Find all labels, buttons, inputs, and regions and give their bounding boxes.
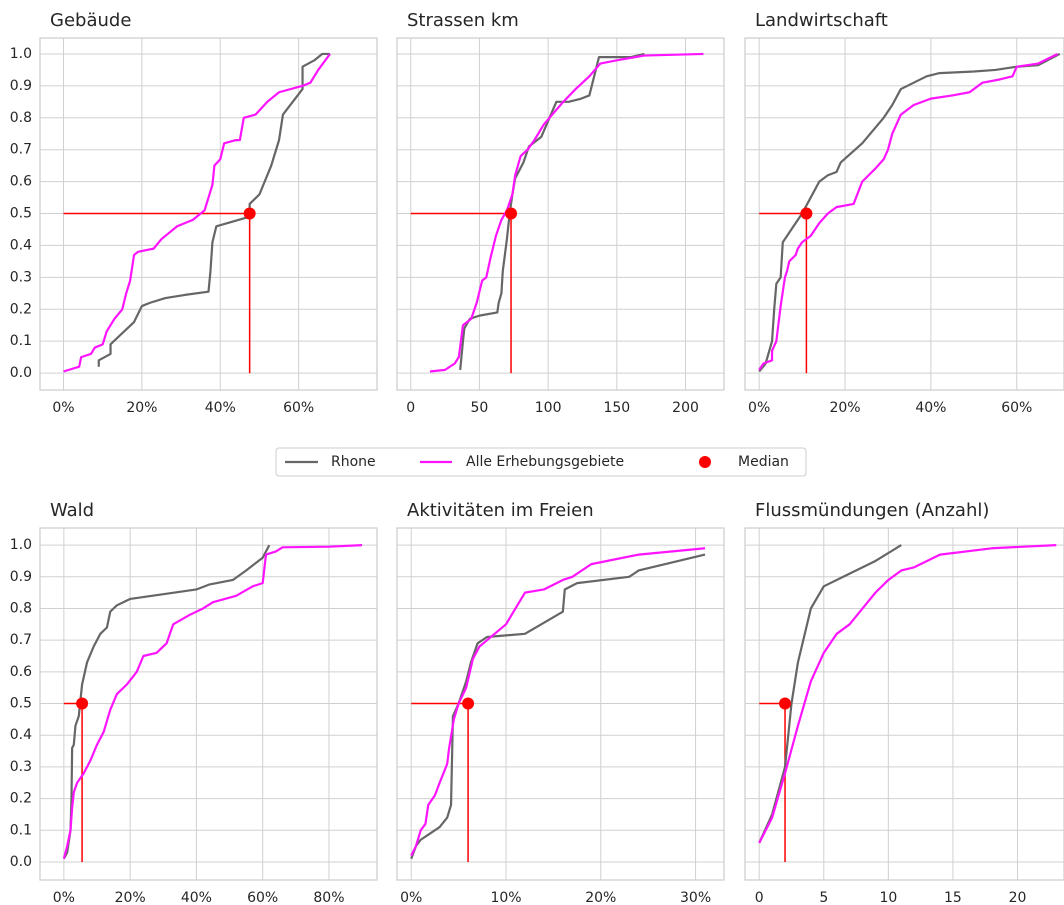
y-tick-label: 0.9 [10,78,32,94]
median-point [779,697,792,710]
plot-frame [744,527,1064,881]
plot-area [410,547,706,862]
y-tick-label: 1.0 [10,537,32,553]
legend-box [275,447,807,477]
plot-area [63,52,331,374]
plot-frame [39,527,378,881]
y-tick-label: 0.6 [10,664,32,680]
median-point [76,697,89,710]
plot-area [410,52,704,374]
x-tick-label: 20% [829,400,860,416]
median-point [505,207,518,220]
ecdf-line [429,52,704,373]
y-tick-label: 0.7 [10,632,32,648]
x-tick-label: 40% [205,400,236,416]
y-tick-label: 0.3 [10,759,32,775]
y-tick-label: 0.8 [10,600,32,616]
median-point [462,697,475,710]
ecdf-line [758,52,1059,371]
plot-frame [396,527,725,881]
x-tick-label: 0% [52,400,74,416]
plot-area [758,544,1057,862]
legend-label: Alle Erhebungsgebiete [466,454,624,470]
x-tick-label: 150 [603,400,630,416]
legend-swatch [699,456,711,468]
plot-frame [744,37,1064,391]
x-tick-label: 30% [680,890,711,905]
y-tick-label: 0.4 [10,727,32,743]
y-tick-label: 0.6 [10,174,32,190]
x-tick-label: 60% [247,890,278,905]
x-tick-label: 20 [1009,890,1027,905]
x-tick-label: 200 [672,400,699,416]
x-tick-label: 0 [406,400,415,416]
y-tick-label: 0.4 [10,237,32,253]
y-tick-label: 0.0 [10,365,32,381]
x-tick-label: 20% [585,890,616,905]
y-tick-label: 0.7 [10,142,32,158]
plot-frame [396,37,725,391]
y-tick-label: 0.0 [10,854,32,870]
ecdf-line [758,544,1057,844]
x-tick-label: 5 [819,890,828,905]
y-tick-label: 0.5 [10,696,32,712]
x-tick-label: 20% [126,400,157,416]
y-tick-label: 0.1 [10,822,32,838]
subplot-title: Flussmündungen (Anzahl) [755,500,989,521]
subplot-title: Aktivitäten im Freien [407,500,594,521]
ecdf-line [758,544,902,844]
subplot-title: Gebäude [50,10,131,31]
y-tick-label: 0.3 [10,269,32,285]
plot-area [62,544,363,862]
y-tick-label: 0.2 [10,791,32,807]
x-tick-label: 40% [181,890,212,905]
ecdf-line [62,544,271,860]
x-tick-label: 60% [1001,400,1032,416]
x-tick-label: 40% [915,400,946,416]
subplot-title: Landwirtschaft [755,10,888,31]
x-tick-label: 20% [115,890,146,905]
plot-area [758,52,1061,374]
x-tick-label: 50 [471,400,489,416]
x-tick-label: 0 [755,890,764,905]
x-tick-label: 10 [879,890,897,905]
ecdf-line [62,544,363,860]
legend-label: Rhone [331,454,376,470]
x-tick-label: 10% [490,890,521,905]
y-tick-label: 0.1 [10,333,32,349]
y-tick-label: 0.2 [10,301,32,317]
x-tick-label: 0% [748,400,770,416]
ecdf-line [63,53,331,373]
ecdf-line [758,52,1061,373]
x-tick-label: 0% [53,890,75,905]
x-tick-label: 60% [283,400,314,416]
y-tick-label: 0.9 [10,569,32,585]
x-tick-label: 0% [400,890,422,905]
median-point [243,207,256,220]
ecdf-line [410,553,706,860]
x-tick-label: 80% [313,890,344,905]
ecdf-line [410,547,706,857]
x-tick-label: 15 [944,890,962,905]
y-tick-label: 0.8 [10,110,32,126]
subplot-title: Wald [50,500,94,521]
median-point [800,207,813,220]
x-tick-label: 100 [535,400,562,416]
y-tick-label: 0.5 [10,206,32,222]
ecdf-line [97,52,330,367]
legend-label: Median [738,454,789,470]
y-tick-label: 1.0 [10,46,32,62]
plot-frame [39,37,378,391]
subplot-title: Strassen km [407,10,519,31]
